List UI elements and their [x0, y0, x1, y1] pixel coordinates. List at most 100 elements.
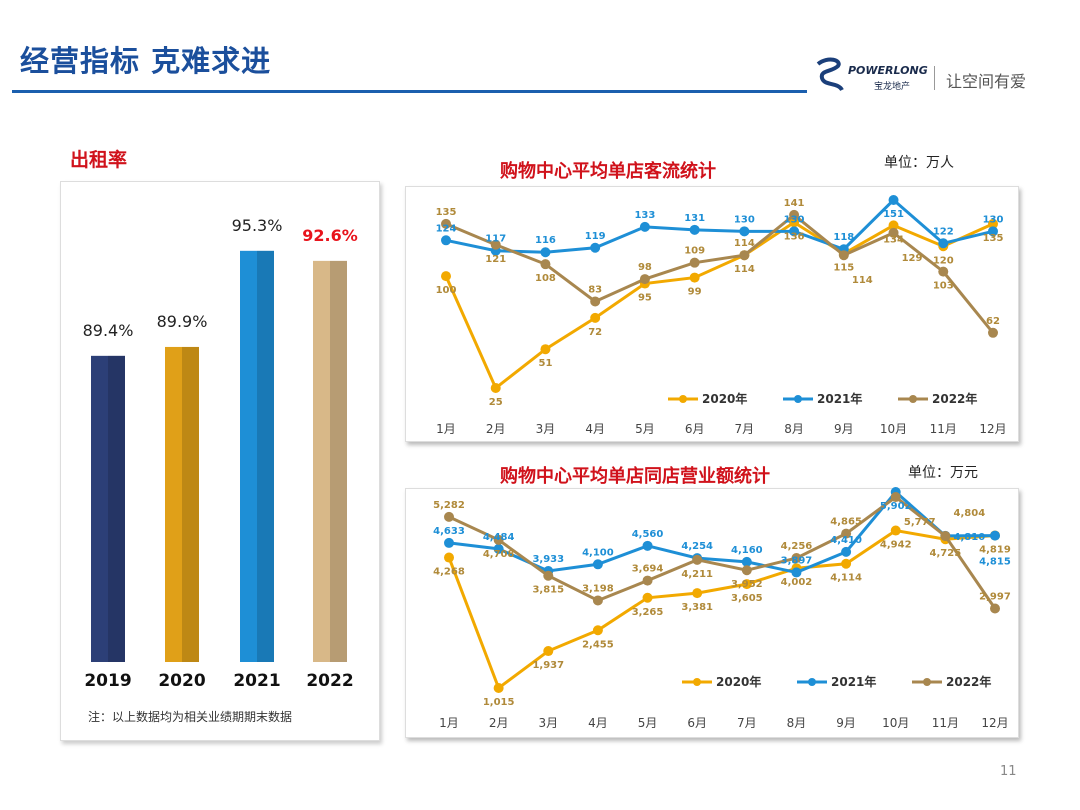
traffic-data-label: 62 [986, 316, 1000, 327]
traffic-point [988, 226, 998, 237]
traffic-point [540, 247, 551, 258]
traffic-data-label: 124 [436, 223, 457, 234]
sales-x-tick: 8月 [787, 716, 807, 730]
traffic-data-label: 136 [784, 231, 805, 242]
sales-point [990, 603, 1000, 614]
sales-data-label: 3,933 [532, 554, 564, 565]
page-number: 11 [1000, 764, 1017, 779]
traffic-data-label: 130 [784, 214, 805, 225]
traffic-point [639, 221, 650, 232]
traffic-x-tick: 8月 [784, 422, 804, 436]
sales-data-label: 5,282 [433, 500, 465, 511]
traffic-x-tick: 12月 [979, 422, 1006, 436]
sales-chart-title: 购物中心平均单店同店营业额统计 [500, 466, 770, 487]
sales-data-label: 4,725 [930, 548, 962, 559]
sales-data-label: 4,114 [830, 573, 862, 584]
sales-point [990, 530, 1000, 541]
traffic-data-label: 108 [535, 273, 556, 284]
bar-value-label: 95.3% [232, 216, 283, 235]
sales-data-label: 1,015 [483, 697, 515, 708]
bar-2019 [91, 355, 125, 662]
bar-category-label: 2021 [233, 671, 280, 691]
traffic-data-label: 130 [983, 214, 1004, 225]
sales-x-tick: 3月 [538, 716, 558, 730]
traffic-point [441, 235, 451, 246]
bar-category-label: 2022 [306, 671, 353, 691]
traffic-point [441, 218, 451, 229]
sales-data-label: 4,804 [954, 508, 986, 519]
sales-data-label: 3,952 [731, 579, 763, 590]
traffic-data-label: 122 [933, 226, 954, 237]
sales-point [493, 683, 504, 693]
traffic-data-label: 99 [688, 287, 702, 298]
sales-data-label: 3,897 [781, 555, 813, 566]
traffic-chart-title: 购物中心平均单店客流统计 [500, 161, 716, 182]
traffic-x-tick: 6月 [685, 422, 705, 436]
sales-x-tick: 12月 [981, 716, 1008, 730]
sales-point [444, 537, 454, 548]
bar-value-label: 92.6% [302, 226, 358, 245]
sales-data-label: 4,819 [979, 544, 1011, 555]
traffic-x-tick: 10月 [880, 422, 907, 436]
sales-point [890, 525, 901, 536]
sales-legend-label: 2021年 [831, 674, 876, 689]
sales-data-label: 4,815 [979, 557, 1011, 568]
traffic-point [938, 266, 949, 277]
sales-line-2021年 [448, 489, 996, 574]
logo-separator [934, 66, 935, 90]
logo-text-en: POWERLONG [848, 64, 928, 77]
bar-2020 [165, 346, 199, 662]
traffic-data-label: 114 [734, 264, 755, 275]
traffic-point [590, 242, 601, 253]
bar-shade-2020 [182, 346, 199, 662]
sales-point [493, 534, 504, 545]
sales-data-label: 4,410 [830, 535, 862, 546]
traffic-data-label: 109 [684, 246, 705, 257]
traffic-point [789, 217, 800, 228]
sales-data-label: 4,810 [954, 532, 986, 543]
traffic-data-label: 100 [436, 285, 457, 296]
traffic-x-tick: 3月 [536, 422, 556, 436]
sales-x-tick: 11月 [932, 716, 959, 730]
sales-data-label: 4,633 [433, 526, 465, 537]
traffic-data-label: 114 [852, 275, 873, 286]
sales-data-label: 3,381 [681, 602, 713, 613]
traffic-line-2020年 [444, 220, 994, 391]
sales-x-tick: 7月 [737, 716, 757, 730]
sales-data-label: 4,865 [830, 517, 862, 528]
logo-text-cn: 宝龙地产 [874, 82, 911, 92]
sales-point [543, 646, 554, 657]
traffic-point [739, 250, 750, 261]
traffic-x-tick: 2月 [486, 422, 506, 436]
traffic-point [689, 224, 700, 235]
sales-point [841, 558, 852, 569]
sales-chart-panel [405, 488, 1019, 738]
sales-point [642, 575, 653, 586]
traffic-data-label: 116 [535, 235, 556, 246]
sales-point [493, 543, 504, 554]
sales-x-tick: 4月 [588, 716, 608, 730]
traffic-data-label: 114 [734, 238, 755, 249]
sales-point [592, 559, 603, 570]
sales-legend-label: 2020年 [716, 674, 761, 689]
sales-point [692, 588, 703, 599]
sales-x-tick: 1月 [439, 716, 459, 730]
sales-x-tick: 2月 [489, 716, 509, 730]
sales-point [642, 592, 653, 603]
traffic-point [441, 271, 451, 282]
sales-data-label: 2,455 [582, 639, 614, 650]
traffic-point [639, 274, 650, 285]
traffic-line-2021年 [445, 197, 994, 254]
sales-point [592, 625, 603, 636]
sales-data-label: 4,942 [880, 540, 912, 551]
sales-point [841, 528, 852, 539]
sales-point [741, 579, 752, 590]
sales-x-tick: 9月 [836, 716, 856, 730]
traffic-data-label: 118 [833, 232, 854, 243]
sales-data-label: 4,211 [681, 569, 713, 580]
traffic-point [789, 226, 800, 237]
sales-data-label: 4,708 [483, 549, 515, 560]
traffic-data-label: 135 [983, 233, 1004, 244]
traffic-data-label: 119 [585, 231, 606, 242]
traffic-point [689, 272, 700, 283]
